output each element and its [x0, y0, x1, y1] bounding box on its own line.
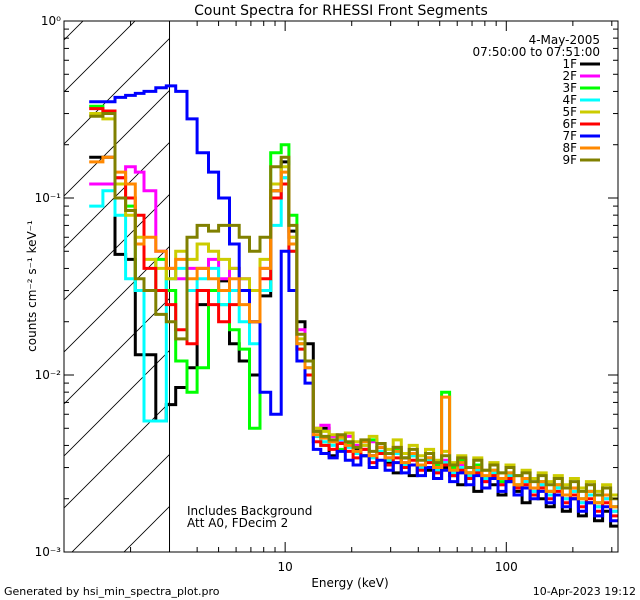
- chart-title: Count Spectra for RHESSI Front Segments: [194, 3, 488, 19]
- x-axis-label: Energy (keV): [311, 576, 388, 590]
- legend-label-4F: 4F: [562, 93, 577, 107]
- series-line-9F: [89, 112, 618, 501]
- legend-label-3F: 3F: [562, 81, 577, 95]
- x-tick-label: 100: [495, 560, 518, 574]
- legend-label-8F: 8F: [562, 141, 577, 155]
- legend-label-5F: 5F: [562, 105, 577, 119]
- annotation-background: Includes Background: [187, 504, 312, 518]
- axis-tick-labels: 10 100 10⁻³ 10⁻² 10⁻¹ 10⁰: [35, 14, 518, 574]
- series-group: [89, 84, 618, 528]
- time-label: 07:50:00 to 07:51:00: [473, 45, 600, 59]
- plot-frame: [63, 20, 619, 553]
- footer-timestamp: 10-Apr-2023 19:12: [533, 585, 636, 598]
- legend-label-6F: 6F: [562, 117, 577, 131]
- x-tick-label: 10: [278, 560, 293, 574]
- legend-label-7F: 7F: [562, 129, 577, 143]
- axis-ticks: [63, 20, 618, 553]
- y-axis-label: counts cm⁻² s⁻¹ keV⁻¹: [25, 220, 39, 352]
- legend-label-1F: 1F: [562, 57, 577, 71]
- footer-generated-by: Generated by hsi_min_spectra_plot.pro: [4, 585, 220, 598]
- series-line-7F: [89, 84, 618, 523]
- y-tick-label: 10⁰: [41, 14, 61, 28]
- y-tick-label: 10⁻³: [35, 545, 62, 559]
- y-tick-label: 10⁻¹: [35, 191, 62, 205]
- legend-label-9F: 9F: [562, 153, 577, 167]
- hatched-region: [64, 21, 171, 552]
- legend-label-2F: 2F: [562, 69, 577, 83]
- y-tick-label: 10⁻²: [35, 368, 62, 382]
- annotation-attenuator: Att A0, FDecim 2: [187, 516, 288, 530]
- hatch-fill: [64, 21, 170, 552]
- date-label: 4-May-2005: [529, 33, 600, 47]
